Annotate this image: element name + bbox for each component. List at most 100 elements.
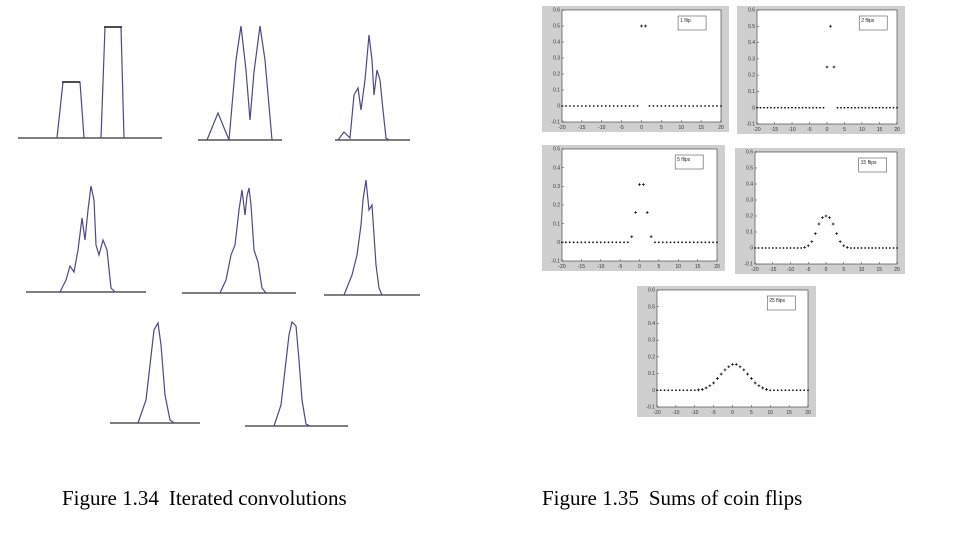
zero-point bbox=[720, 105, 722, 107]
zero-point bbox=[686, 389, 689, 392]
data-point bbox=[761, 386, 765, 390]
zero-point bbox=[786, 247, 788, 249]
data-point bbox=[831, 222, 835, 226]
zero-point bbox=[868, 106, 870, 109]
data-point bbox=[734, 362, 738, 366]
x-tick-label: 0 bbox=[731, 410, 734, 416]
zero-point bbox=[799, 389, 802, 392]
y-tick-label: 0.4 bbox=[748, 40, 755, 46]
y-tick-label: 0.5 bbox=[553, 24, 560, 30]
y-tick-label: 0.5 bbox=[648, 304, 655, 310]
zero-point bbox=[584, 105, 587, 107]
zero-point bbox=[874, 247, 877, 249]
zero-point bbox=[759, 106, 762, 109]
zero-point bbox=[773, 389, 775, 392]
y-tick-label: -0.1 bbox=[551, 120, 560, 126]
data-point bbox=[708, 384, 712, 388]
y-tick-label: 0.1 bbox=[648, 371, 655, 377]
x-tick-label: 20 bbox=[894, 267, 900, 273]
data-point bbox=[716, 377, 719, 380]
data-point bbox=[845, 245, 849, 249]
convolution-curve bbox=[219, 187, 267, 294]
y-tick-label: 0.5 bbox=[748, 24, 755, 30]
zero-point bbox=[815, 106, 818, 109]
zero-point bbox=[700, 241, 703, 244]
y-tick-label: 0.1 bbox=[553, 221, 560, 227]
y-tick-label: -0.1 bbox=[646, 405, 655, 411]
zero-point bbox=[580, 241, 583, 244]
zero-point bbox=[611, 241, 614, 244]
zero-point bbox=[896, 247, 898, 249]
convolution-panel-3 bbox=[335, 34, 410, 141]
data-point bbox=[765, 388, 768, 391]
data-point bbox=[742, 368, 746, 372]
y-tick-label: 0.4 bbox=[746, 182, 753, 188]
convolution-curve bbox=[337, 34, 390, 141]
zero-point bbox=[777, 106, 779, 109]
data-point bbox=[825, 65, 829, 69]
zero-point bbox=[771, 247, 774, 249]
y-tick-label: 0.2 bbox=[553, 72, 560, 78]
zero-point bbox=[769, 389, 772, 392]
y-tick-label: 0.3 bbox=[648, 338, 655, 344]
coin-flip-plot-5: -0.1 0 0.1 0.2 0.3 0.4 0.5 0.6 -20 -15 -10 -5 0 5 10 15… bbox=[637, 286, 816, 417]
zero-point bbox=[784, 106, 786, 109]
zero-point bbox=[657, 241, 660, 244]
data-point bbox=[727, 365, 731, 369]
zero-point bbox=[778, 247, 781, 249]
zero-point bbox=[596, 105, 599, 107]
y-tick-label: 0.2 bbox=[748, 73, 755, 79]
x-tick-label: 20 bbox=[894, 127, 900, 133]
zero-point bbox=[875, 106, 877, 109]
zero-point bbox=[663, 389, 666, 392]
zero-point bbox=[867, 247, 870, 249]
x-tick-label: -5 bbox=[806, 267, 811, 273]
data-point bbox=[641, 183, 645, 186]
zero-point bbox=[656, 389, 658, 392]
zero-point bbox=[712, 105, 714, 107]
x-tick-label: 10 bbox=[859, 267, 865, 273]
y-tick-label: -0.1 bbox=[746, 122, 755, 128]
zero-point bbox=[693, 389, 696, 392]
right-figure-number: Figure 1.35 bbox=[542, 486, 639, 510]
y-tick-label: 0.1 bbox=[748, 89, 755, 95]
x-tick-label: -15 bbox=[578, 264, 585, 270]
zero-point bbox=[615, 241, 618, 244]
zero-point bbox=[840, 106, 842, 109]
x-tick-label: 5 bbox=[843, 127, 846, 133]
x-tick-label: -20 bbox=[558, 125, 565, 131]
x-tick-label: -10 bbox=[788, 127, 795, 133]
zero-point bbox=[676, 105, 679, 107]
zero-point bbox=[800, 247, 803, 249]
data-point bbox=[806, 244, 810, 248]
zero-point bbox=[685, 241, 687, 244]
x-tick-label: 15 bbox=[877, 127, 883, 133]
zero-point bbox=[692, 241, 695, 244]
zero-point bbox=[796, 247, 799, 249]
zero-point bbox=[708, 105, 710, 107]
y-tick-label: 0.3 bbox=[553, 56, 560, 62]
zero-point bbox=[603, 241, 606, 244]
y-tick-label: 0.1 bbox=[553, 88, 560, 94]
x-tick-label: -5 bbox=[807, 127, 812, 133]
zero-point bbox=[626, 241, 629, 244]
data-point bbox=[813, 232, 817, 235]
zero-point bbox=[878, 247, 881, 249]
left-figure-number: Figure 1.34 bbox=[62, 486, 159, 510]
zero-point bbox=[588, 105, 591, 107]
zero-point bbox=[798, 106, 800, 109]
zero-point bbox=[624, 105, 627, 107]
zero-point bbox=[787, 106, 790, 109]
zero-point bbox=[757, 247, 760, 249]
data-point bbox=[829, 24, 832, 28]
zero-point bbox=[788, 389, 791, 392]
y-tick-label: 0.3 bbox=[746, 198, 753, 204]
zero-point bbox=[580, 105, 583, 107]
zero-point bbox=[716, 241, 718, 244]
zero-point bbox=[561, 241, 563, 244]
data-point bbox=[749, 377, 753, 380]
zero-point bbox=[871, 106, 874, 109]
y-tick-label: 0 bbox=[750, 246, 753, 252]
data-point bbox=[828, 216, 831, 219]
zero-point bbox=[822, 106, 825, 109]
